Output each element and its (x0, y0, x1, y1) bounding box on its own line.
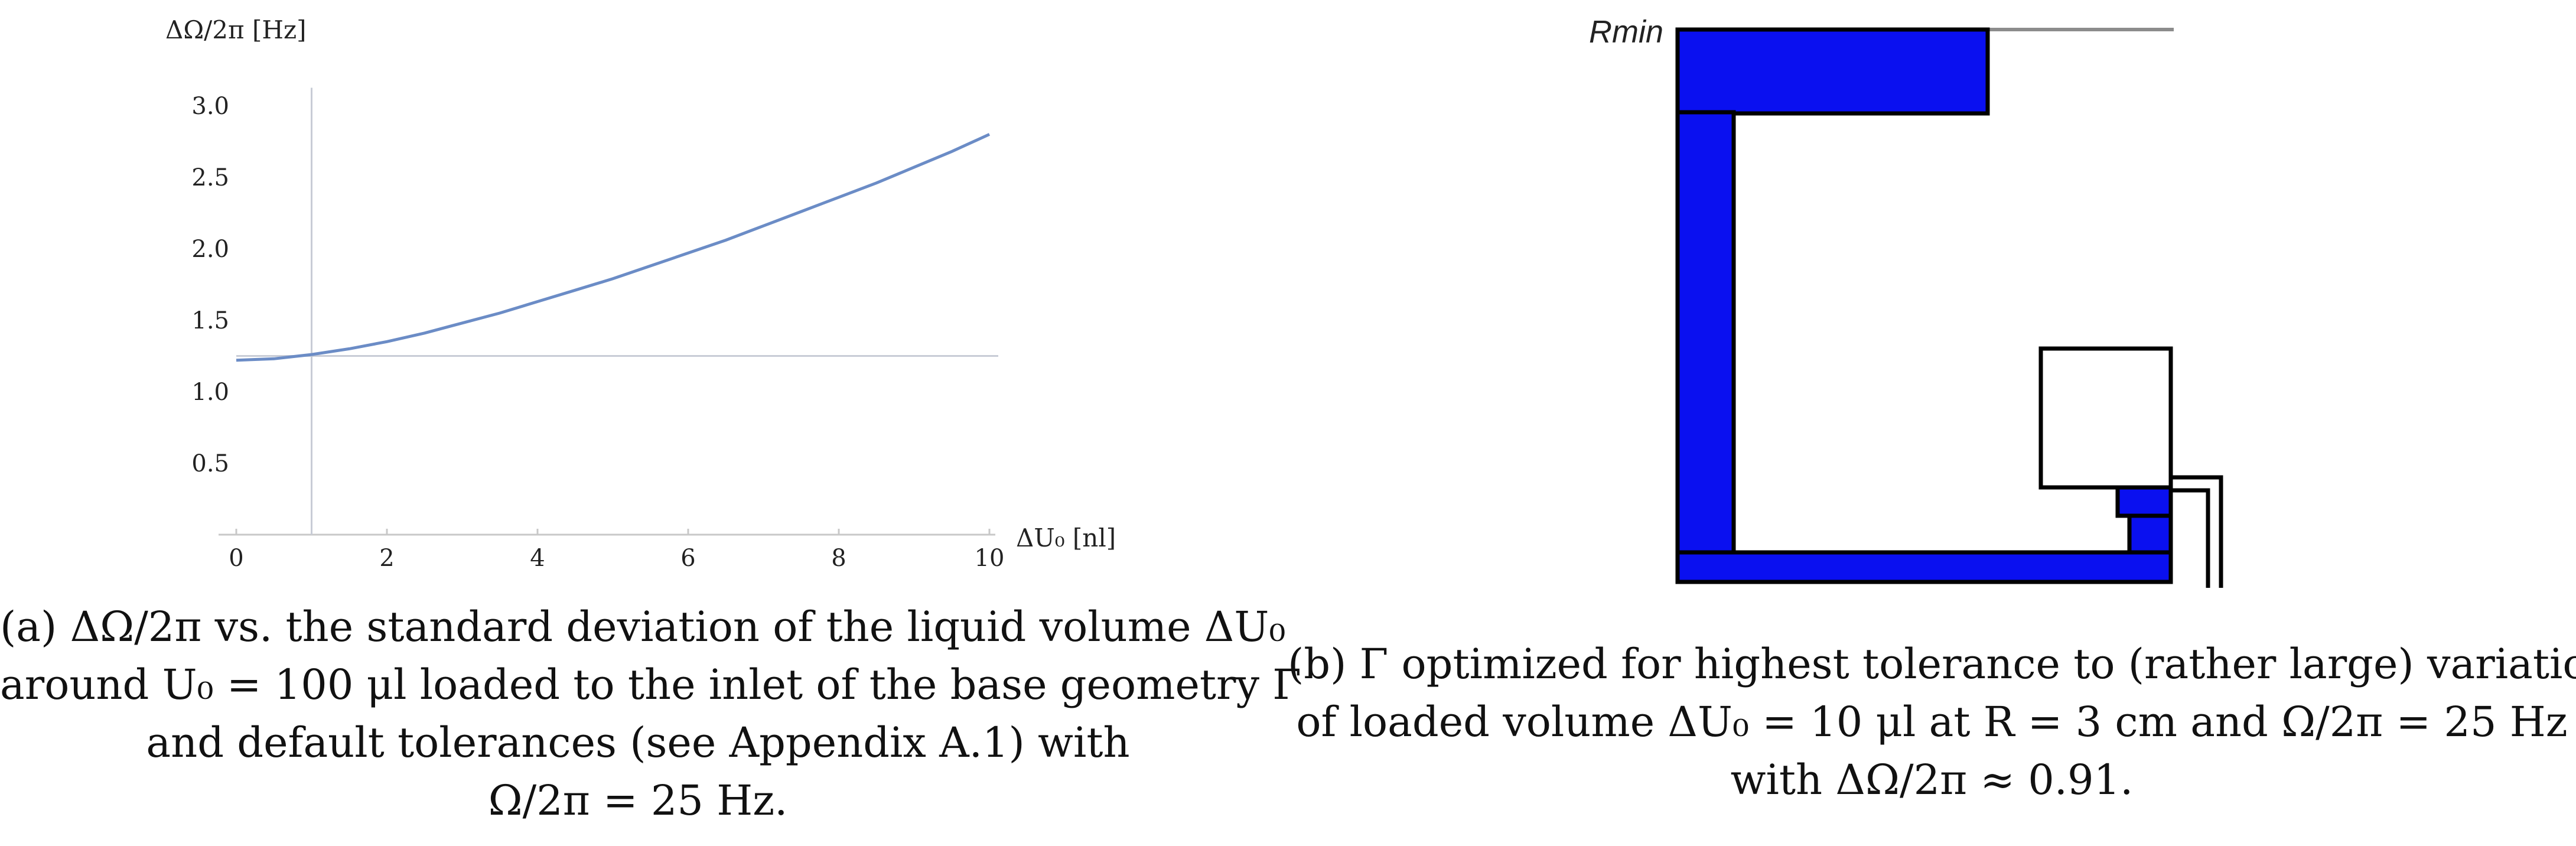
series-line (236, 133, 991, 362)
caption-a-line1: (a) ΔΩ/2π vs. the standard deviation of … (0, 603, 1286, 651)
y-axis-label: ΔΩ/2π [Hz] (165, 15, 307, 44)
caption-b-line3: with ΔΩ/2π ≈ 0.91. (1730, 756, 2134, 804)
outlet-channel (2171, 475, 2223, 588)
left-channel (1675, 110, 1736, 555)
x-tick-label: 2 (379, 545, 394, 572)
x-tick-label: 10 (975, 545, 1005, 572)
y-tick-label: 1.0 (191, 379, 229, 406)
y-tick-label: 2.0 (191, 236, 229, 263)
y-tick-label: 3.0 (191, 93, 229, 120)
x-tick-label: 0 (229, 545, 243, 572)
y-tick-label: 2.5 (191, 164, 229, 191)
caption-a-line3: and default tolerances (see Appendix A.1… (146, 718, 1130, 767)
y-tick-label: 0.5 (191, 450, 229, 477)
rmin-label: Rmin (1589, 14, 1663, 50)
connector-vertical (2127, 513, 2173, 555)
y-tick-group: 0.5 1.0 1.5 2.0 2.5 3.0 (191, 93, 229, 477)
right-chamber (2038, 346, 2173, 490)
caption-a: (a) ΔΩ/2π vs. the standard deviation of … (0, 598, 1301, 829)
connector-small (2115, 485, 2173, 518)
x-tick-label: 8 (831, 545, 846, 572)
caption-b-line1: (b) Γ optimized for highest tolerance to… (1288, 640, 2576, 688)
bottom-channel (1675, 550, 2173, 584)
y-tick-label: 1.5 (191, 307, 229, 334)
x-tick-label: 6 (680, 545, 695, 572)
caption-b-line2: of loaded volume ΔU₀ = 10 μl at R = 3 cm… (1296, 698, 2568, 746)
top-reservoir (1675, 27, 1990, 116)
chart-panel-a: 0 2 4 6 8 10 0.5 1.0 1.5 2.0 2.5 3.0 ΔΩ/2π [Hz] ΔU… (165, 15, 1116, 572)
caption-a-line2: around U₀ = 100 μl loaded to the inlet o… (0, 660, 1301, 709)
x-axis-label: ΔU₀ [nl] (1016, 523, 1116, 552)
caption-a-line4: Ω/2π = 25 Hz. (488, 776, 788, 825)
x-tick-group: 0 2 4 6 8 10 (229, 529, 1004, 572)
geometry-diagram-b: Rmin (1589, 14, 2223, 588)
x-tick-label: 4 (530, 545, 545, 572)
caption-b: (b) Γ optimized for highest tolerance to… (1288, 635, 2576, 809)
